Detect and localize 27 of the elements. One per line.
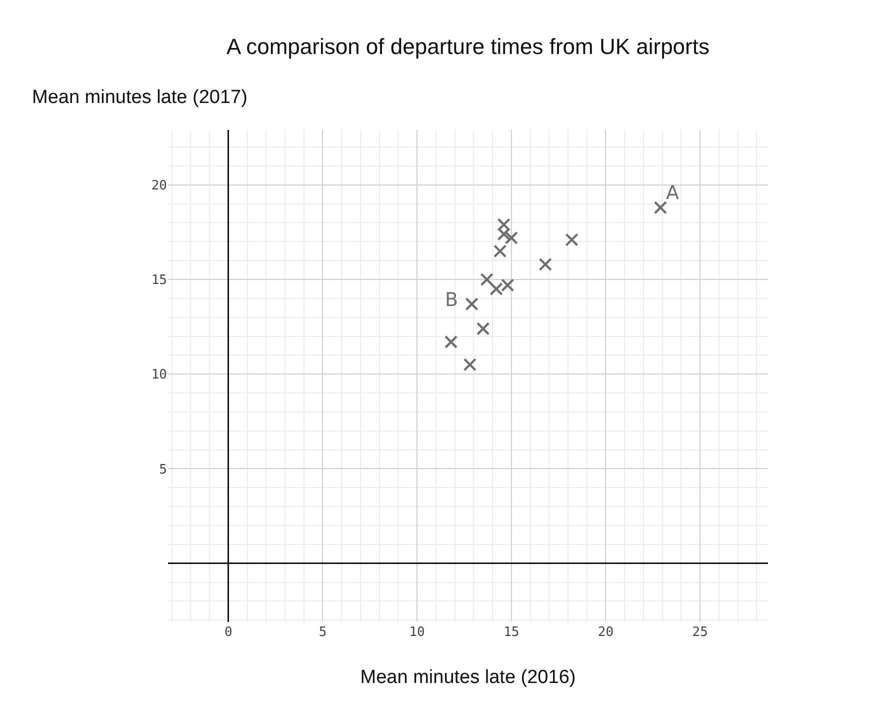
y-tick-label: 15 bbox=[151, 273, 167, 288]
x-tick-label: 10 bbox=[409, 625, 425, 640]
y-axis-title: Mean minutes late (2017) bbox=[32, 87, 248, 108]
x-tick-label: 0 bbox=[224, 625, 232, 640]
x-axis-title: Mean minutes late (2016) bbox=[360, 666, 576, 688]
point bbox=[465, 297, 478, 311]
point bbox=[476, 322, 490, 336]
x-tick-label: 25 bbox=[692, 625, 708, 640]
point bbox=[565, 233, 578, 246]
point bbox=[480, 272, 494, 286]
y-tick-label: 5 bbox=[159, 462, 167, 478]
annotation: A bbox=[666, 182, 679, 204]
point bbox=[497, 227, 510, 241]
point bbox=[497, 218, 510, 232]
x-tick-label: 20 bbox=[598, 625, 614, 640]
point bbox=[463, 358, 476, 372]
y-tick-label: 10 bbox=[151, 368, 167, 383]
point bbox=[504, 231, 518, 244]
chart-title: A comparison of departure times from UK airports bbox=[226, 34, 710, 59]
x-tick-label: 5 bbox=[318, 625, 327, 640]
x-tick-label: 15 bbox=[504, 625, 520, 640]
point bbox=[444, 335, 458, 349]
point bbox=[493, 244, 507, 258]
y-tick-label: 20 bbox=[151, 178, 167, 194]
annotation: B bbox=[445, 289, 458, 311]
point bbox=[538, 258, 552, 271]
point bbox=[654, 200, 668, 214]
